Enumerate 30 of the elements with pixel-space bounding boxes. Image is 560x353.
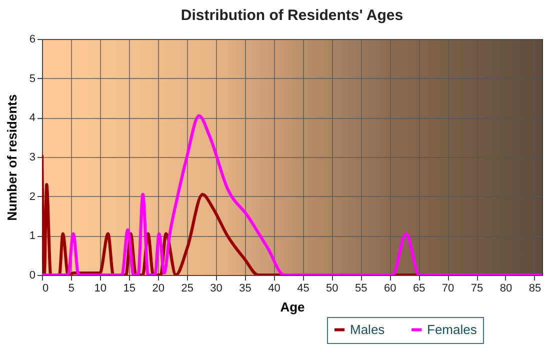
y-tick-label: 6 (29, 34, 36, 46)
x-tick-label: 25 (181, 282, 194, 294)
y-tick-label: 3 (29, 152, 36, 164)
x-tick-label: 65 (412, 282, 426, 294)
x-tick-label: 40 (268, 282, 280, 294)
x-tick-label: 70 (442, 282, 454, 294)
y-axis-title: Number of residents (4, 94, 20, 221)
x-tick-label: 75 (470, 282, 484, 294)
legend-label: Males (350, 322, 386, 337)
x-tick-label: 15 (123, 282, 136, 294)
x-tick-label: 55 (355, 282, 368, 294)
y-tick-label: 2 (29, 190, 36, 203)
x-tick-label: 35 (239, 282, 252, 294)
y-tick-label: 4 (29, 112, 36, 124)
chart-title: Distribution of Residents' Ages (180, 7, 404, 24)
legend-label: Females (427, 322, 478, 337)
x-tick-label: 0 (42, 282, 49, 294)
x-tick-label: 80 (500, 282, 512, 294)
x-tick-label: 20 (152, 282, 164, 294)
x-axis-title: Age (280, 300, 305, 314)
x-tick-label: 5 (68, 282, 75, 294)
x-tick-label: 85 (528, 282, 542, 294)
y-tick-label: 5 (29, 72, 36, 85)
y-tick-label: 0 (29, 270, 36, 282)
y-tick-label: 1 (29, 230, 36, 242)
x-tick-label: 30 (210, 282, 222, 294)
x-tick-label: 10 (94, 282, 107, 294)
x-tick-label: 60 (384, 282, 396, 294)
x-tick-label: 45 (297, 282, 310, 294)
x-tick-label: 50 (326, 282, 338, 294)
